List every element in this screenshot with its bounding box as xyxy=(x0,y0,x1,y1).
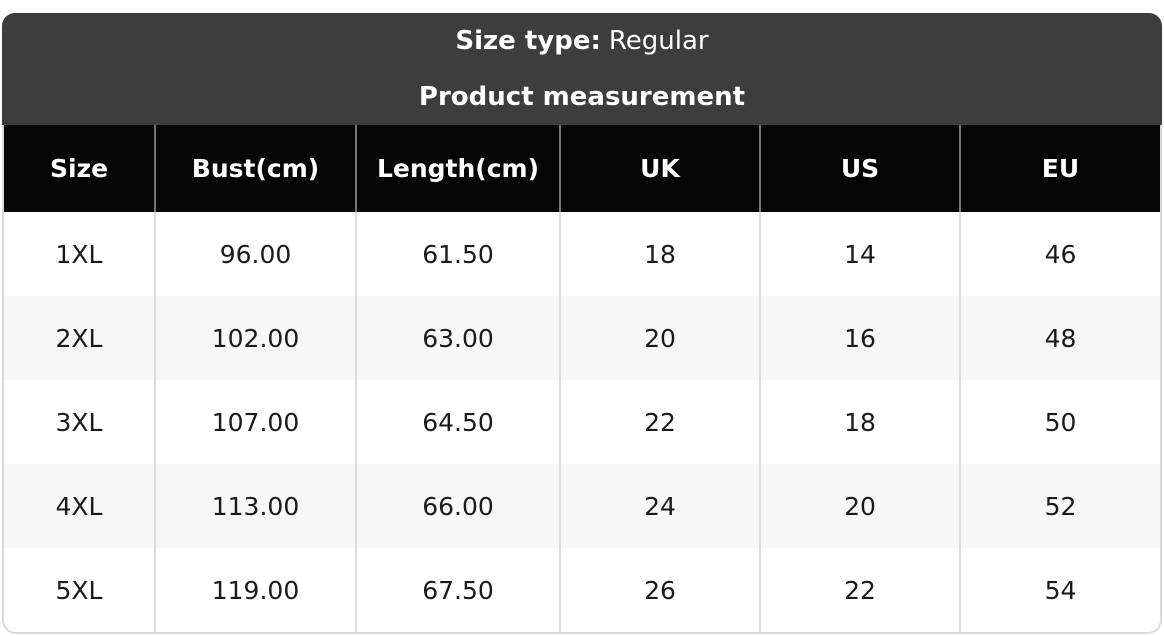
size-chart-title-band: Size type: Regular Product measurement xyxy=(2,13,1162,125)
cell-eu: 50 xyxy=(959,380,1160,464)
cell-length: 66.00 xyxy=(355,464,560,548)
size-type-value: Regular xyxy=(608,26,709,56)
cell-size: 3XL xyxy=(4,380,155,464)
column-header-uk: UK xyxy=(559,125,760,212)
table-row-3xl: 3XL 107.00 64.50 22 18 50 xyxy=(4,380,1160,464)
column-header-size: Size xyxy=(4,125,155,212)
cell-eu: 54 xyxy=(959,548,1160,632)
cell-size: 4XL xyxy=(4,464,155,548)
cell-length: 63.00 xyxy=(355,296,560,380)
cell-eu: 46 xyxy=(959,212,1160,296)
column-header-length: Length(cm) xyxy=(355,125,560,212)
cell-uk: 22 xyxy=(559,380,760,464)
cell-eu: 52 xyxy=(959,464,1160,548)
cell-us: 14 xyxy=(759,212,960,296)
column-header-eu: EU xyxy=(959,125,1160,212)
cell-size: 5XL xyxy=(4,548,155,632)
cell-uk: 26 xyxy=(559,548,760,632)
cell-bust: 96.00 xyxy=(154,212,356,296)
cell-us: 20 xyxy=(759,464,960,548)
cell-us: 22 xyxy=(759,548,960,632)
product-measurement-title: Product measurement xyxy=(418,82,746,112)
cell-size: 2XL xyxy=(4,296,155,380)
cell-uk: 24 xyxy=(559,464,760,548)
cell-uk: 20 xyxy=(559,296,760,380)
cell-us: 18 xyxy=(759,380,960,464)
size-chart-card: Size type: Regular Product measurement Si… xyxy=(2,13,1162,634)
column-header-us: US xyxy=(759,125,960,212)
cell-length: 61.50 xyxy=(355,212,560,296)
table-row-1xl: 1XL 96.00 61.50 18 14 46 xyxy=(4,212,1160,296)
column-header-bust: Bust(cm) xyxy=(154,125,356,212)
table-row-2xl: 2XL 102.00 63.00 20 16 48 xyxy=(4,296,1160,380)
cell-bust: 102.00 xyxy=(154,296,356,380)
cell-size: 1XL xyxy=(4,212,155,296)
cell-bust: 113.00 xyxy=(154,464,356,548)
size-table: Size Bust(cm) Length(cm) UK US EU 1XL 96… xyxy=(4,125,1160,632)
cell-eu: 48 xyxy=(959,296,1160,380)
table-row-5xl: 5XL 119.00 67.50 26 22 54 xyxy=(4,548,1160,632)
size-type-line: Size type: Regular xyxy=(455,13,708,69)
cell-length: 64.50 xyxy=(355,380,560,464)
cell-bust: 107.00 xyxy=(154,380,356,464)
size-table-header-row: Size Bust(cm) Length(cm) UK US EU xyxy=(4,125,1160,212)
cell-uk: 18 xyxy=(559,212,760,296)
table-row-4xl: 4XL 113.00 66.00 24 20 52 xyxy=(4,464,1160,548)
size-type-label: Size type: xyxy=(455,26,601,56)
size-table-shell: Size Bust(cm) Length(cm) UK US EU 1XL 96… xyxy=(2,125,1162,634)
cell-length: 67.50 xyxy=(355,548,560,632)
cell-us: 16 xyxy=(759,296,960,380)
cell-bust: 119.00 xyxy=(154,548,356,632)
